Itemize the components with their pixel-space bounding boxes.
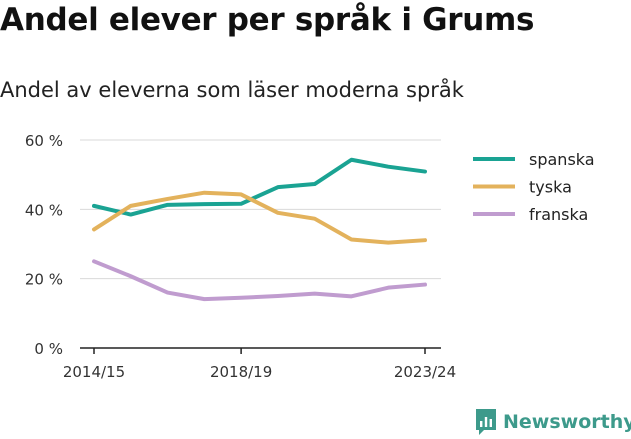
legend-label-franska: franska [529,205,588,224]
legend-label-spanska: spanska [529,150,595,169]
series-line-tyska [92,190,427,245]
chart-title: Andel elever per språk i Grums [0,2,535,38]
brand-name: Newsworthy [503,411,631,433]
legend-label-tyska: tyska [529,178,572,197]
axes: 0 % 20 % 40 % 60 % 2014/15 2018/19 2023/24 [25,132,456,381]
x-tick-label: 2023/24 [394,363,456,381]
legend: spanska tyska franska [473,150,595,224]
y-tick-label: 20 % [25,271,63,289]
y-tick-label: 60 % [25,132,63,150]
y-tick-label: 0 % [34,340,63,358]
y-tick-label: 40 % [25,201,63,219]
series-line-spanska [92,157,427,217]
x-tick-label: 2018/19 [210,363,272,381]
x-tick-label: 2014/15 [63,363,125,381]
chart-subtitle: Andel av eleverna som läser moderna språ… [0,78,464,102]
gridlines [80,139,441,280]
series-line-franska [92,259,427,302]
newsworthy-logo: Newsworthy [475,408,631,436]
series-lines [92,157,427,302]
newsworthy-logo-icon [476,409,496,435]
